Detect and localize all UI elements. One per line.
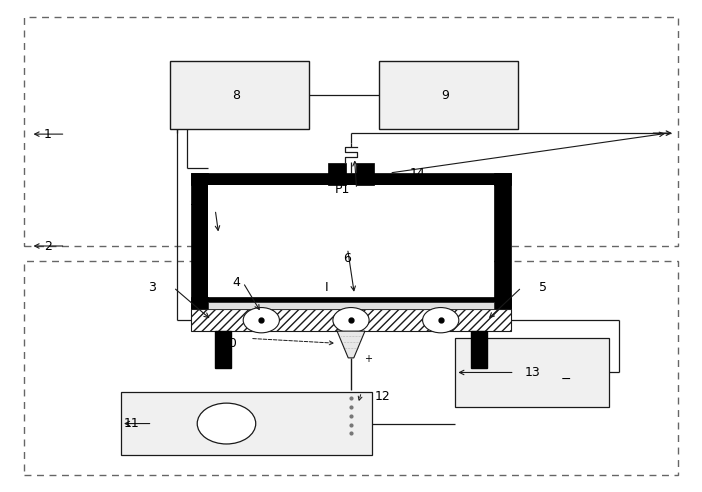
Circle shape <box>243 308 279 333</box>
Text: +: + <box>364 354 371 364</box>
Polygon shape <box>337 331 365 358</box>
Circle shape <box>423 308 459 333</box>
Text: 6: 6 <box>343 252 352 265</box>
Text: 5: 5 <box>538 281 547 294</box>
Bar <box>170 61 309 129</box>
Text: 12: 12 <box>374 390 390 403</box>
Text: 13: 13 <box>524 366 540 379</box>
Bar <box>191 297 511 309</box>
Bar <box>329 163 346 184</box>
Text: −: − <box>560 373 571 386</box>
Circle shape <box>333 308 369 333</box>
Bar <box>208 302 494 309</box>
Text: 10: 10 <box>221 337 237 350</box>
Bar <box>208 185 494 297</box>
Text: 9: 9 <box>441 89 449 102</box>
Bar <box>356 163 373 184</box>
Bar <box>121 392 372 455</box>
Bar <box>216 331 230 368</box>
Bar <box>191 309 511 331</box>
Text: 7: 7 <box>190 203 198 216</box>
Bar <box>191 173 511 185</box>
Text: I: I <box>325 281 329 294</box>
Bar <box>379 61 518 129</box>
Bar <box>472 331 486 368</box>
Text: 8: 8 <box>232 89 240 102</box>
Bar <box>191 173 208 309</box>
Bar <box>494 173 511 309</box>
Text: 11: 11 <box>124 417 140 430</box>
Text: 3: 3 <box>149 281 157 294</box>
Text: 2: 2 <box>44 240 52 252</box>
Bar <box>456 338 609 406</box>
Bar <box>24 261 678 475</box>
Bar <box>24 17 678 246</box>
Text: P1: P1 <box>335 183 350 196</box>
Text: 1: 1 <box>44 127 52 141</box>
Circle shape <box>197 403 256 444</box>
Text: 4: 4 <box>232 276 240 289</box>
Text: 14: 14 <box>409 166 425 180</box>
